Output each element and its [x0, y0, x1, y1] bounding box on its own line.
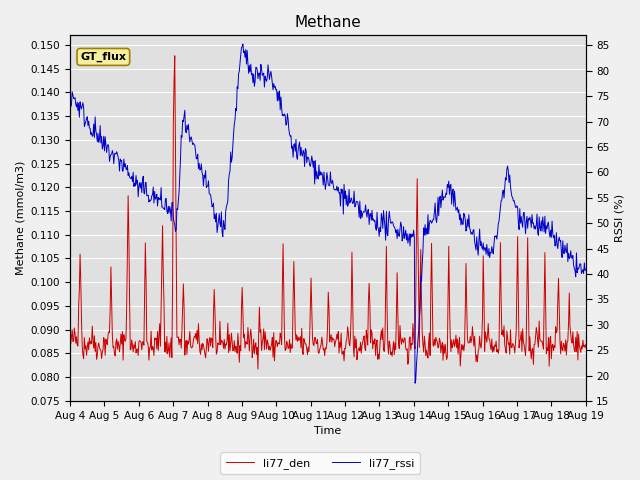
- li77_rssi: [412, 380, 419, 386]
- Y-axis label: Methane (mmol/m3): Methane (mmol/m3): [15, 161, 25, 276]
- li77_rssi: [406, 243, 414, 249]
- li77_den: [209, 345, 216, 350]
- li77_rssi: [582, 266, 589, 272]
- li77_den: [76, 286, 83, 292]
- li77_rssi: [239, 41, 247, 47]
- li77_rssi: [129, 179, 136, 185]
- Title: Methane: Methane: [294, 15, 361, 30]
- li77_den: [254, 366, 262, 372]
- li77_den: [407, 347, 415, 353]
- Text: GT_flux: GT_flux: [81, 52, 126, 62]
- li77_den: [129, 342, 136, 348]
- li77_rssi: [66, 92, 74, 97]
- li77_den: [171, 53, 179, 59]
- li77_den: [182, 340, 189, 346]
- li77_rssi: [181, 108, 189, 113]
- Legend: li77_den, li77_rssi: li77_den, li77_rssi: [220, 453, 420, 474]
- X-axis label: Time: Time: [314, 426, 342, 436]
- li77_den: [392, 347, 399, 352]
- li77_rssi: [76, 114, 83, 120]
- li77_rssi: [208, 204, 216, 210]
- li77_den: [66, 337, 74, 343]
- Line: li77_rssi: li77_rssi: [70, 44, 586, 383]
- li77_rssi: [391, 225, 399, 231]
- li77_den: [582, 341, 589, 347]
- Line: li77_den: li77_den: [70, 56, 586, 369]
- Y-axis label: RSSI (%): RSSI (%): [615, 194, 625, 242]
